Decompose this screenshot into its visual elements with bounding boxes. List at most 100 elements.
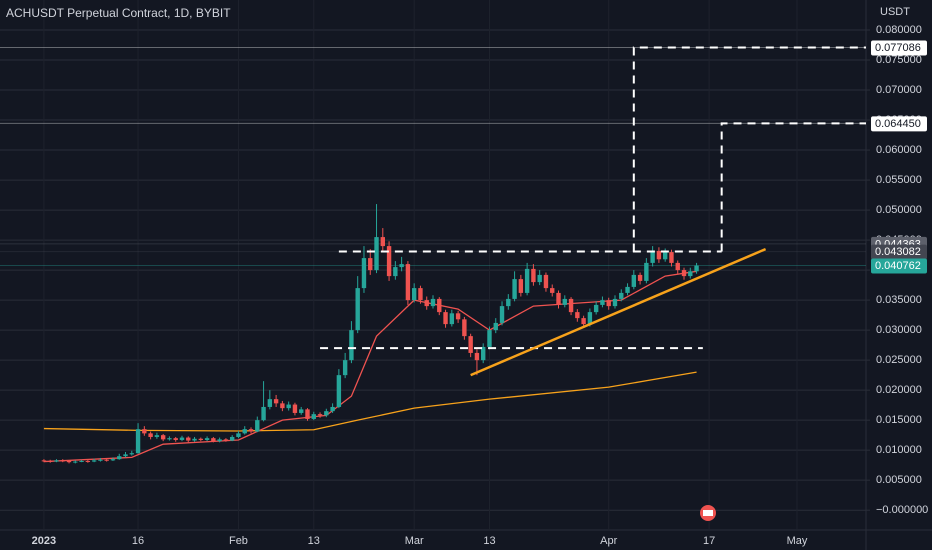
plot [41,46,866,464]
candle-body [587,312,593,325]
candle-body [399,264,404,268]
candle-body [662,252,668,260]
candle-body [60,460,65,462]
candle-body [374,237,379,271]
candle-body [204,438,210,440]
candle-body [160,435,166,440]
candle-body [437,298,442,313]
y-tick-label: 0.015000 [876,414,922,426]
candle-body [411,288,417,301]
drawing-line [632,46,866,252]
candle-body [524,268,530,293]
x-tick-label: 17 [703,535,715,547]
candle-body [255,420,260,432]
y-tick-label: 0.030000 [876,324,922,336]
candle-body [148,433,153,437]
candle-body [179,437,185,440]
drawing-line [470,247,767,377]
candle-body [612,298,618,307]
y-tick-label: 0.035000 [876,294,922,306]
y-tick-label: 0.025000 [876,354,922,366]
candle-body [48,460,53,462]
candle-body [493,322,498,331]
candle-body [198,438,204,440]
x-tick-label: 13 [483,535,495,547]
candle-body [644,262,649,281]
candle-body [41,460,47,462]
x-tick-label: Feb [229,535,248,547]
candle-body [606,300,611,307]
candle-body [675,262,680,271]
candle-body [418,288,423,301]
candle-body [317,414,323,416]
price-label-box [871,116,927,132]
candle-body [167,438,172,440]
candle-body [537,274,542,283]
x-tick-label: Apr [600,535,617,547]
candle-body [192,438,197,441]
candle-body [85,460,91,462]
candle-body [123,454,128,457]
y-tick-label: 0.070000 [876,84,922,96]
candle-body [342,360,348,376]
candle-body [468,336,473,353]
price-label-box [871,258,927,274]
x-tick-label: 13 [308,535,320,547]
y-tick-label: −0.000000 [876,504,928,516]
candle-body [443,312,448,325]
candle-body [575,312,580,319]
candle-body [186,437,191,441]
candle-body [550,288,555,293]
axis: 0.0800000.0750000.0700000.0650000.060000… [32,24,929,547]
candle-body [380,237,385,247]
candle-body [135,429,141,454]
price-label: 0.064450 [875,118,921,130]
x-tick-label: Mar [405,535,424,547]
candle-body [54,460,59,462]
event-icon-flag[interactable] [703,510,713,516]
candle-body [449,313,455,325]
y-tick-label: 0.010000 [876,444,922,456]
candle-body [324,411,329,416]
candle-body [117,456,122,460]
drawing-line [720,122,866,252]
candle-body [292,404,298,413]
candle-body [405,264,411,301]
price-label: 0.040762 [875,260,921,272]
candle-body [487,330,492,347]
candle-body [242,429,247,434]
x-tick-label: 16 [132,535,144,547]
indicator-line [43,270,697,463]
candle-body [506,298,511,307]
candle-body [66,460,72,463]
candle-body [261,406,266,421]
price-label-box [871,244,927,260]
candle-body [568,298,574,313]
y-axis-label: USDT [880,6,910,18]
x-tick-label: 2023 [32,535,56,547]
candle-body [217,439,222,442]
chart-title: ACHUSDT Perpetual Contract, 1D, BYBIT [6,6,231,20]
candle-body [305,409,310,419]
candle-body [462,319,467,337]
candle-body [330,406,335,412]
candle-body [694,265,699,272]
candle-body [98,459,103,461]
candle-body [650,250,655,263]
candle-body [681,270,687,277]
y-tick-label: 0.050000 [876,204,922,216]
candle-body [336,375,342,407]
candle-body [355,288,360,331]
y-tick-label: 0.080000 [876,24,922,36]
candle-body [455,313,461,320]
candle-body [129,453,134,455]
candle-body [311,414,316,419]
y-tick-label: 0.020000 [876,384,922,396]
candle-body [499,306,505,323]
candle-body [223,439,229,441]
candle-body [393,267,398,277]
event-icon[interactable] [700,505,716,521]
candle-body [154,435,160,437]
candle-body [619,292,624,299]
